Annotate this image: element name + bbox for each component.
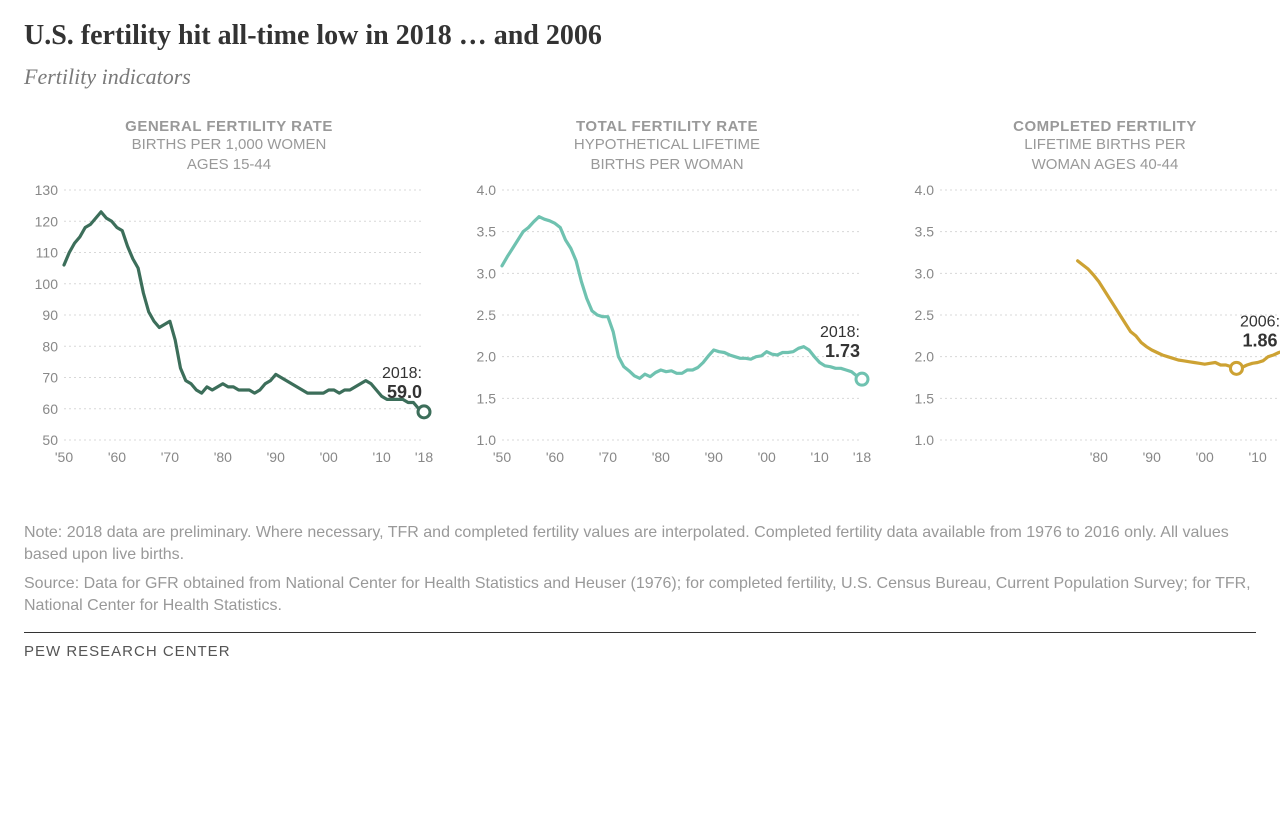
callout-value: 1.86 bbox=[1242, 330, 1277, 350]
callout-year: 2018: bbox=[382, 365, 422, 382]
panel-label-sub1: LIFETIME BIRTHS PER bbox=[900, 135, 1280, 155]
y-tick-label: 2.0 bbox=[477, 349, 497, 365]
panel-header: COMPLETED FERTILITYLIFETIME BIRTHS PERWO… bbox=[900, 118, 1280, 174]
y-tick-label: 1.0 bbox=[915, 432, 935, 448]
x-tick-label: '80 bbox=[1090, 449, 1108, 465]
callout-value: 1.73 bbox=[825, 341, 860, 361]
y-tick-label: 80 bbox=[42, 338, 58, 354]
y-tick-label: 100 bbox=[35, 276, 59, 292]
y-tick-label: 1.0 bbox=[477, 432, 497, 448]
footnote-note: Note: 2018 data are preliminary. Where n… bbox=[24, 522, 1256, 567]
x-tick-label: '18 bbox=[415, 449, 433, 465]
y-tick-label: 3.0 bbox=[915, 265, 935, 281]
x-tick-label: '60 bbox=[108, 449, 126, 465]
chart-area: 50 60 70 80 90 100 110 120 130 '50 '60 '70 '80 '90 '00… bbox=[24, 182, 434, 492]
panel-header: TOTAL FERTILITY RATEHYPOTHETICAL LIFETIM… bbox=[462, 118, 872, 174]
panel-label-sub1: BIRTHS PER 1,000 WOMEN bbox=[24, 135, 434, 155]
panel-label-sub2: BIRTHS PER WOMAN bbox=[462, 155, 872, 175]
y-tick-label: 4.0 bbox=[915, 182, 935, 198]
footnote-source: Source: Data for GFR obtained from Natio… bbox=[24, 573, 1256, 618]
chart-svg: 1.01.52.02.53.03.54.0'80'90'00'10'182006… bbox=[900, 182, 1280, 470]
x-tick-label: '50 bbox=[55, 449, 73, 465]
panel-label-sub1: HYPOTHETICAL LIFETIME bbox=[462, 135, 872, 155]
series-line bbox=[64, 212, 424, 412]
x-tick-label: '80 bbox=[214, 449, 232, 465]
y-tick-label: 2.0 bbox=[915, 349, 935, 365]
chart-svg: 50 60 70 80 90 100 110 120 130 '50 '60 '70 '80 '90 '00… bbox=[24, 182, 434, 470]
y-tick-label: 1.5 bbox=[915, 390, 935, 406]
footer-divider bbox=[24, 632, 1256, 633]
x-tick-label: '10 bbox=[373, 449, 391, 465]
panel-label-top: COMPLETED FERTILITY bbox=[900, 118, 1280, 135]
chart-panel-total-fertility-rate: TOTAL FERTILITY RATEHYPOTHETICAL LIFETIM… bbox=[462, 118, 872, 492]
x-tick-label: '10 bbox=[1249, 449, 1267, 465]
x-tick-label: '90 bbox=[705, 449, 723, 465]
x-tick-label: '18 bbox=[853, 449, 871, 465]
highlight-marker bbox=[856, 373, 868, 385]
x-tick-label: '80 bbox=[652, 449, 670, 465]
y-tick-label: 60 bbox=[42, 401, 58, 417]
chart-area: 1.0 1.5 2.0 2.5 3.0 3.5 4.0 '50 '60 '70 '80 '90 '00 '… bbox=[462, 182, 872, 492]
y-tick-label: 2.5 bbox=[915, 307, 935, 323]
y-tick-label: 90 bbox=[42, 307, 58, 323]
x-tick-label: '00 bbox=[1196, 449, 1214, 465]
chart-panel-general-fertility-rate: GENERAL FERTILITY RATEBIRTHS PER 1,000 W… bbox=[24, 118, 434, 492]
callout-value: 59.0 bbox=[387, 382, 422, 402]
y-tick-label: 3.5 bbox=[915, 224, 935, 240]
chart-panel-completed-fertility: COMPLETED FERTILITYLIFETIME BIRTHS PERWO… bbox=[900, 118, 1280, 492]
y-tick-label: 50 bbox=[42, 432, 58, 448]
y-tick-label: 4.0 bbox=[477, 182, 497, 198]
y-tick-label: 120 bbox=[35, 213, 59, 229]
x-tick-label: '00 bbox=[758, 449, 776, 465]
y-tick-label: 3.0 bbox=[477, 265, 497, 281]
callout-year: 2018: bbox=[820, 324, 860, 341]
callout-year: 2006: bbox=[1240, 313, 1280, 330]
x-tick-label: '00 bbox=[320, 449, 338, 465]
x-tick-label: '10 bbox=[811, 449, 829, 465]
y-tick-label: 110 bbox=[36, 245, 59, 261]
x-tick-label: '50 bbox=[493, 449, 511, 465]
panel-label-top: GENERAL FERTILITY RATE bbox=[24, 118, 434, 135]
y-tick-label: 3.5 bbox=[477, 224, 497, 240]
footer-brand: PEW RESEARCH CENTER bbox=[24, 643, 1256, 660]
panel-label-sub2: WOMAN AGES 40-44 bbox=[900, 155, 1280, 175]
y-tick-label: 2.5 bbox=[477, 307, 497, 323]
highlight-marker bbox=[418, 406, 430, 418]
panel-header: GENERAL FERTILITY RATEBIRTHS PER 1,000 W… bbox=[24, 118, 434, 174]
y-tick-label: 130 bbox=[35, 182, 59, 198]
x-tick-label: '90 bbox=[1143, 449, 1161, 465]
panel-label-sub2: AGES 15-44 bbox=[24, 155, 434, 175]
x-tick-label: '90 bbox=[267, 449, 285, 465]
chart-subtitle: Fertility indicators bbox=[24, 64, 1256, 90]
y-tick-label: 70 bbox=[42, 370, 58, 386]
x-tick-label: '60 bbox=[546, 449, 564, 465]
highlight-marker bbox=[1230, 362, 1242, 374]
chart-svg: 1.0 1.5 2.0 2.5 3.0 3.5 4.0 '50 '60 '70 '80 '90 '00 '… bbox=[462, 182, 872, 470]
x-tick-label: '70 bbox=[599, 449, 617, 465]
series-line bbox=[502, 217, 862, 380]
x-tick-label: '70 bbox=[161, 449, 179, 465]
y-tick-label: 1.5 bbox=[477, 390, 497, 406]
panel-label-top: TOTAL FERTILITY RATE bbox=[462, 118, 872, 135]
chart-title: U.S. fertility hit all-time low in 2018 … bbox=[24, 20, 1256, 52]
chart-area: 1.01.52.02.53.03.54.0'80'90'00'10'182006… bbox=[900, 182, 1280, 492]
charts-row: GENERAL FERTILITY RATEBIRTHS PER 1,000 W… bbox=[24, 118, 1256, 492]
